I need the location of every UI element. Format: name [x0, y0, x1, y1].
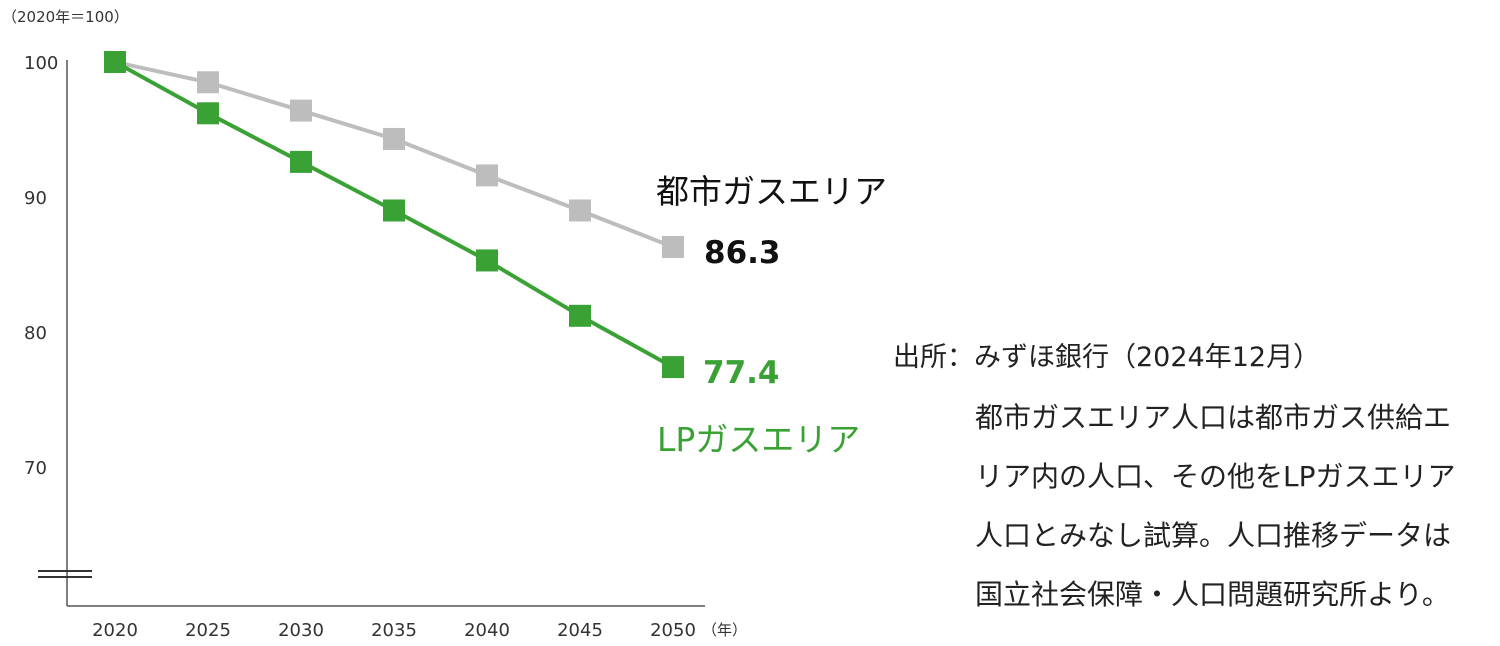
series-label-city-gas: 都市ガスエリア — [656, 172, 887, 211]
data-point-marker — [104, 51, 126, 73]
data-point-marker — [290, 150, 312, 173]
series-1: 77.4 — [104, 51, 780, 391]
y-tick-labels: 100 90 80 70 — [24, 53, 58, 479]
note-line: 都市ガスエリア人口は都市ガス供給エ — [975, 401, 1452, 434]
x-tick-label: 2050 — [650, 620, 696, 641]
source-note: 出所：みずほ銀行（2024年12月） 都市ガスエリア人口は都市ガス供給エ リア内… — [893, 340, 1500, 624]
data-point-marker — [569, 304, 591, 327]
end-value-label: 86.3 — [704, 235, 781, 271]
y-axis-unit-label: （2020年＝100） — [2, 8, 129, 26]
end-value-label: 77.4 — [703, 355, 780, 391]
data-point-marker — [476, 249, 498, 272]
x-tick-label: 2040 — [464, 620, 510, 641]
x-tick-label: 2035 — [371, 620, 417, 641]
data-point-marker — [197, 71, 219, 94]
data-point-marker — [197, 102, 219, 125]
x-tick-label: 2045 — [557, 620, 603, 641]
x-tick-labels: 2020 2025 2030 2035 2040 2045 2050 — [92, 620, 696, 641]
y-tick-label: 100 — [24, 53, 58, 74]
axis-break-mark — [38, 570, 92, 578]
x-tick-label: 2030 — [278, 620, 324, 641]
note-paragraph: 都市ガスエリア人口は都市ガス供給エ リア内の人口、その他をLPガスエリア 人口と… — [975, 388, 1500, 624]
series-label-lp-gas: LPガスエリア — [657, 420, 860, 459]
data-point-marker — [569, 199, 591, 222]
data-point-marker — [383, 127, 405, 150]
x-axis-unit-label: （年） — [702, 621, 747, 639]
data-point-marker — [662, 235, 684, 258]
data-point-marker — [383, 199, 405, 222]
series-layer: 86.3 77.4 — [104, 51, 781, 391]
y-tick-label: 90 — [24, 188, 47, 209]
y-tick-label: 80 — [24, 323, 47, 344]
x-tick-label: 2020 — [92, 620, 138, 641]
data-point-marker — [476, 164, 498, 187]
note-line: 人口とみなし試算。人口推移データは — [975, 519, 1452, 552]
note-line: 国立社会保障・人口問題研究所より。 — [975, 578, 1450, 611]
x-tick-label: 2025 — [185, 620, 231, 641]
data-point-marker — [290, 99, 312, 122]
note-line: リア内の人口、その他をLPガスエリア — [975, 460, 1456, 493]
y-tick-label: 70 — [24, 458, 47, 479]
source-citation: 出所：みずほ銀行（2024年12月） — [893, 342, 1321, 373]
data-point-marker — [662, 356, 684, 379]
